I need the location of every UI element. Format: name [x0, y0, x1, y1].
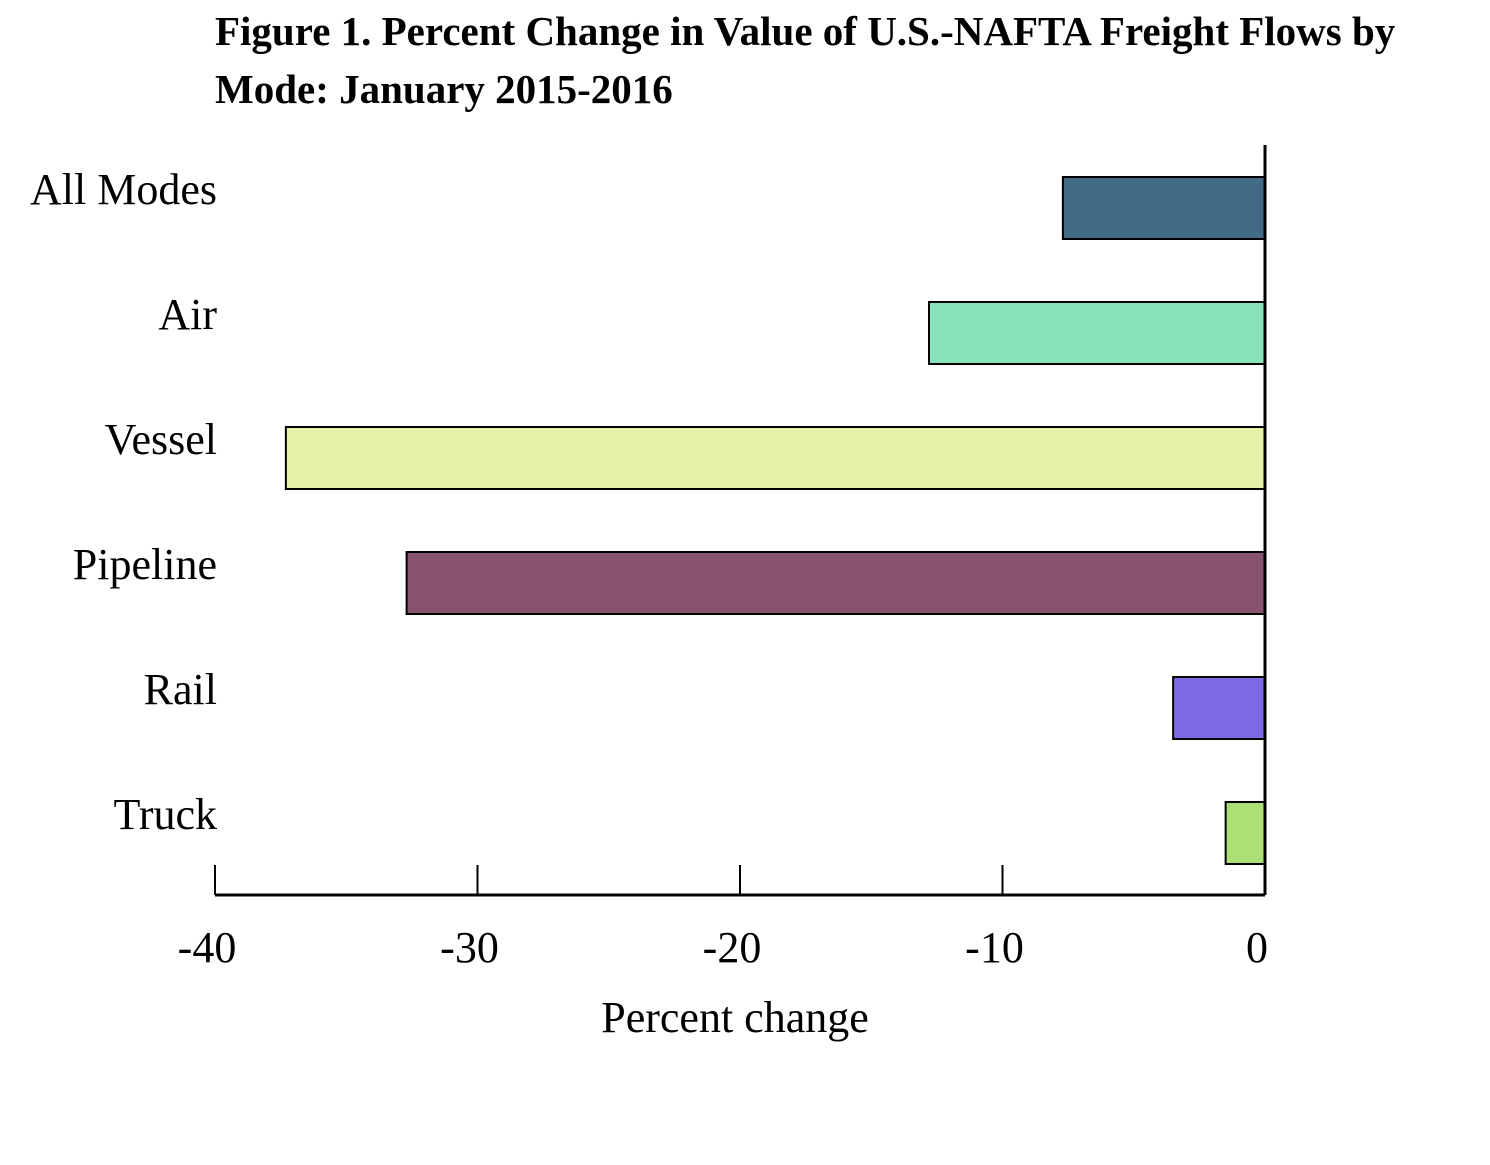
bar [1172, 676, 1266, 740]
y-tick-label: Vessel [105, 415, 217, 464]
bar [405, 551, 1266, 615]
x-tick-label: -10 [965, 923, 1024, 972]
bar [928, 301, 1266, 365]
bar [1061, 176, 1266, 240]
y-tick-label: Pipeline [73, 540, 217, 589]
x-tick-label: 0 [1246, 923, 1268, 972]
chart-title: Figure 1. Percent Change in Value of U.S… [215, 8, 1396, 112]
y-tick-label: Truck [113, 790, 217, 839]
x-axis-label: Percent change [601, 993, 869, 1042]
y-tick-label: Air [158, 290, 217, 339]
x-tick-label: -20 [703, 923, 762, 972]
bar [1224, 801, 1266, 865]
y-tick-label: Rail [144, 665, 217, 714]
y-tick-label: All Modes [30, 165, 217, 214]
bar [284, 426, 1266, 490]
x-tick-label: -40 [178, 923, 237, 972]
x-tick-label: -30 [440, 923, 499, 972]
